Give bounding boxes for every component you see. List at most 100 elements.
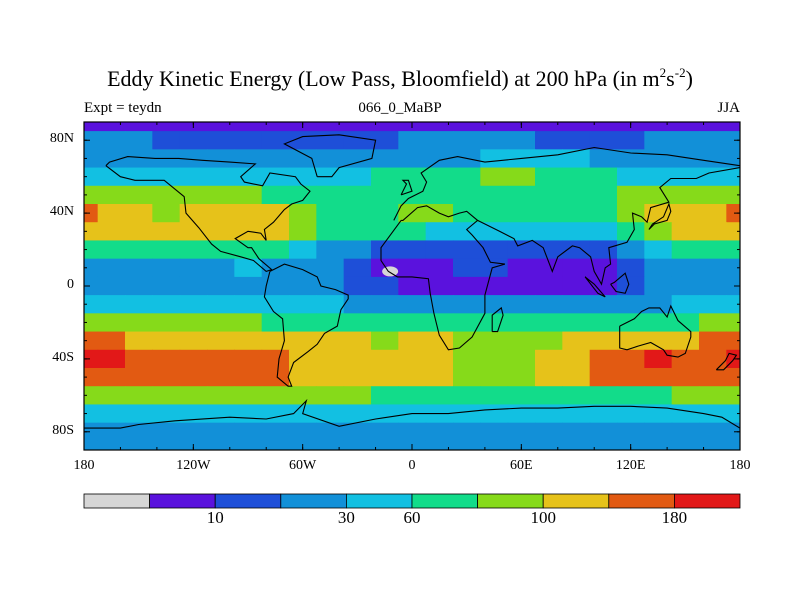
field-cell <box>398 368 427 387</box>
field-cell <box>207 386 235 406</box>
field-cell <box>726 204 740 223</box>
coastline <box>477 167 740 286</box>
field-cell <box>644 276 673 296</box>
field-cell <box>617 149 645 169</box>
field-cell <box>261 440 290 450</box>
field-cell <box>261 122 290 132</box>
field-cell <box>179 404 208 424</box>
field-cell <box>617 386 645 406</box>
field-cell <box>152 131 181 150</box>
field-cell <box>97 122 126 132</box>
field-cell <box>371 295 399 314</box>
field-cell <box>671 122 700 132</box>
field-cell <box>617 368 645 387</box>
field-cell <box>535 276 563 296</box>
field-cell <box>671 368 700 387</box>
field-cell <box>84 331 99 351</box>
field-cell <box>97 276 126 296</box>
field-cell <box>453 131 481 150</box>
field-cell <box>535 440 563 450</box>
field-cell <box>699 276 727 296</box>
field-cell <box>316 222 345 242</box>
field-cell <box>234 349 263 369</box>
field-cell <box>480 258 509 278</box>
field-cell <box>125 149 153 169</box>
field-cell <box>671 222 700 242</box>
field-cell <box>617 258 645 278</box>
field-cell <box>371 349 399 369</box>
field-cell <box>562 404 591 424</box>
field-cell <box>289 422 317 442</box>
field-cell <box>97 185 126 205</box>
field-cell <box>371 185 399 205</box>
field-cell <box>480 349 509 369</box>
field-cell <box>125 422 153 442</box>
field-cell <box>289 368 317 387</box>
x-tick-label: 0 <box>408 458 416 473</box>
case-label: 066_0_MaBP <box>358 100 442 116</box>
field-cell <box>371 368 399 387</box>
field-cell <box>97 313 126 333</box>
field-cell <box>726 240 740 260</box>
field-cell <box>425 368 454 387</box>
field-cell <box>644 440 673 450</box>
field-cell <box>562 368 591 387</box>
field-cell <box>425 149 454 169</box>
field-cell <box>125 276 153 296</box>
field-cell <box>207 295 235 314</box>
field-cell <box>617 313 645 333</box>
x-tick-label: 60E <box>510 458 533 473</box>
field-cell <box>480 313 509 333</box>
field-cell <box>343 258 372 278</box>
field-cell <box>261 404 290 424</box>
field-cell <box>562 167 591 187</box>
field-cell <box>289 349 317 369</box>
field-cell <box>535 313 563 333</box>
field-cell <box>535 240 563 260</box>
field-cell <box>343 368 372 387</box>
field-cell <box>562 313 591 333</box>
field-cell <box>726 440 740 450</box>
field-cell <box>562 185 591 205</box>
field-cell <box>589 149 618 169</box>
field-cell <box>617 349 645 369</box>
field-cell <box>699 349 727 369</box>
field-cell <box>125 258 153 278</box>
field-cell <box>480 331 509 351</box>
colorbar-bin <box>214 493 282 509</box>
field-cell <box>507 295 536 314</box>
field-cell <box>371 331 399 351</box>
field-cell <box>84 167 99 187</box>
field-cell <box>617 422 645 442</box>
field-cell <box>343 386 372 406</box>
colorbar-bin <box>608 493 675 509</box>
field-cell <box>371 122 399 132</box>
field-cell <box>425 222 454 242</box>
field-cell <box>125 131 153 150</box>
field-cell <box>480 167 509 187</box>
field-cell <box>234 368 263 387</box>
y-tick-label: 40S <box>52 349 74 365</box>
field-cell <box>535 404 563 424</box>
field-cell <box>371 222 399 242</box>
field-cell <box>261 185 290 205</box>
field-cell <box>84 222 99 242</box>
field-cell <box>125 167 153 187</box>
field-cell <box>343 149 372 169</box>
field-cell <box>726 167 740 187</box>
field-cell <box>84 258 99 278</box>
field-cell <box>234 422 263 442</box>
field-cell <box>480 404 509 424</box>
field-cell <box>535 349 563 369</box>
field-cell <box>207 440 235 450</box>
field-cell <box>644 386 673 406</box>
field-cell <box>726 185 740 205</box>
field-cell <box>234 204 263 223</box>
field-cell <box>97 440 126 450</box>
field-cell <box>343 313 372 333</box>
field-cell <box>234 331 263 351</box>
field-cell <box>371 386 399 406</box>
field-cell <box>453 185 481 205</box>
field-cell <box>152 313 181 333</box>
